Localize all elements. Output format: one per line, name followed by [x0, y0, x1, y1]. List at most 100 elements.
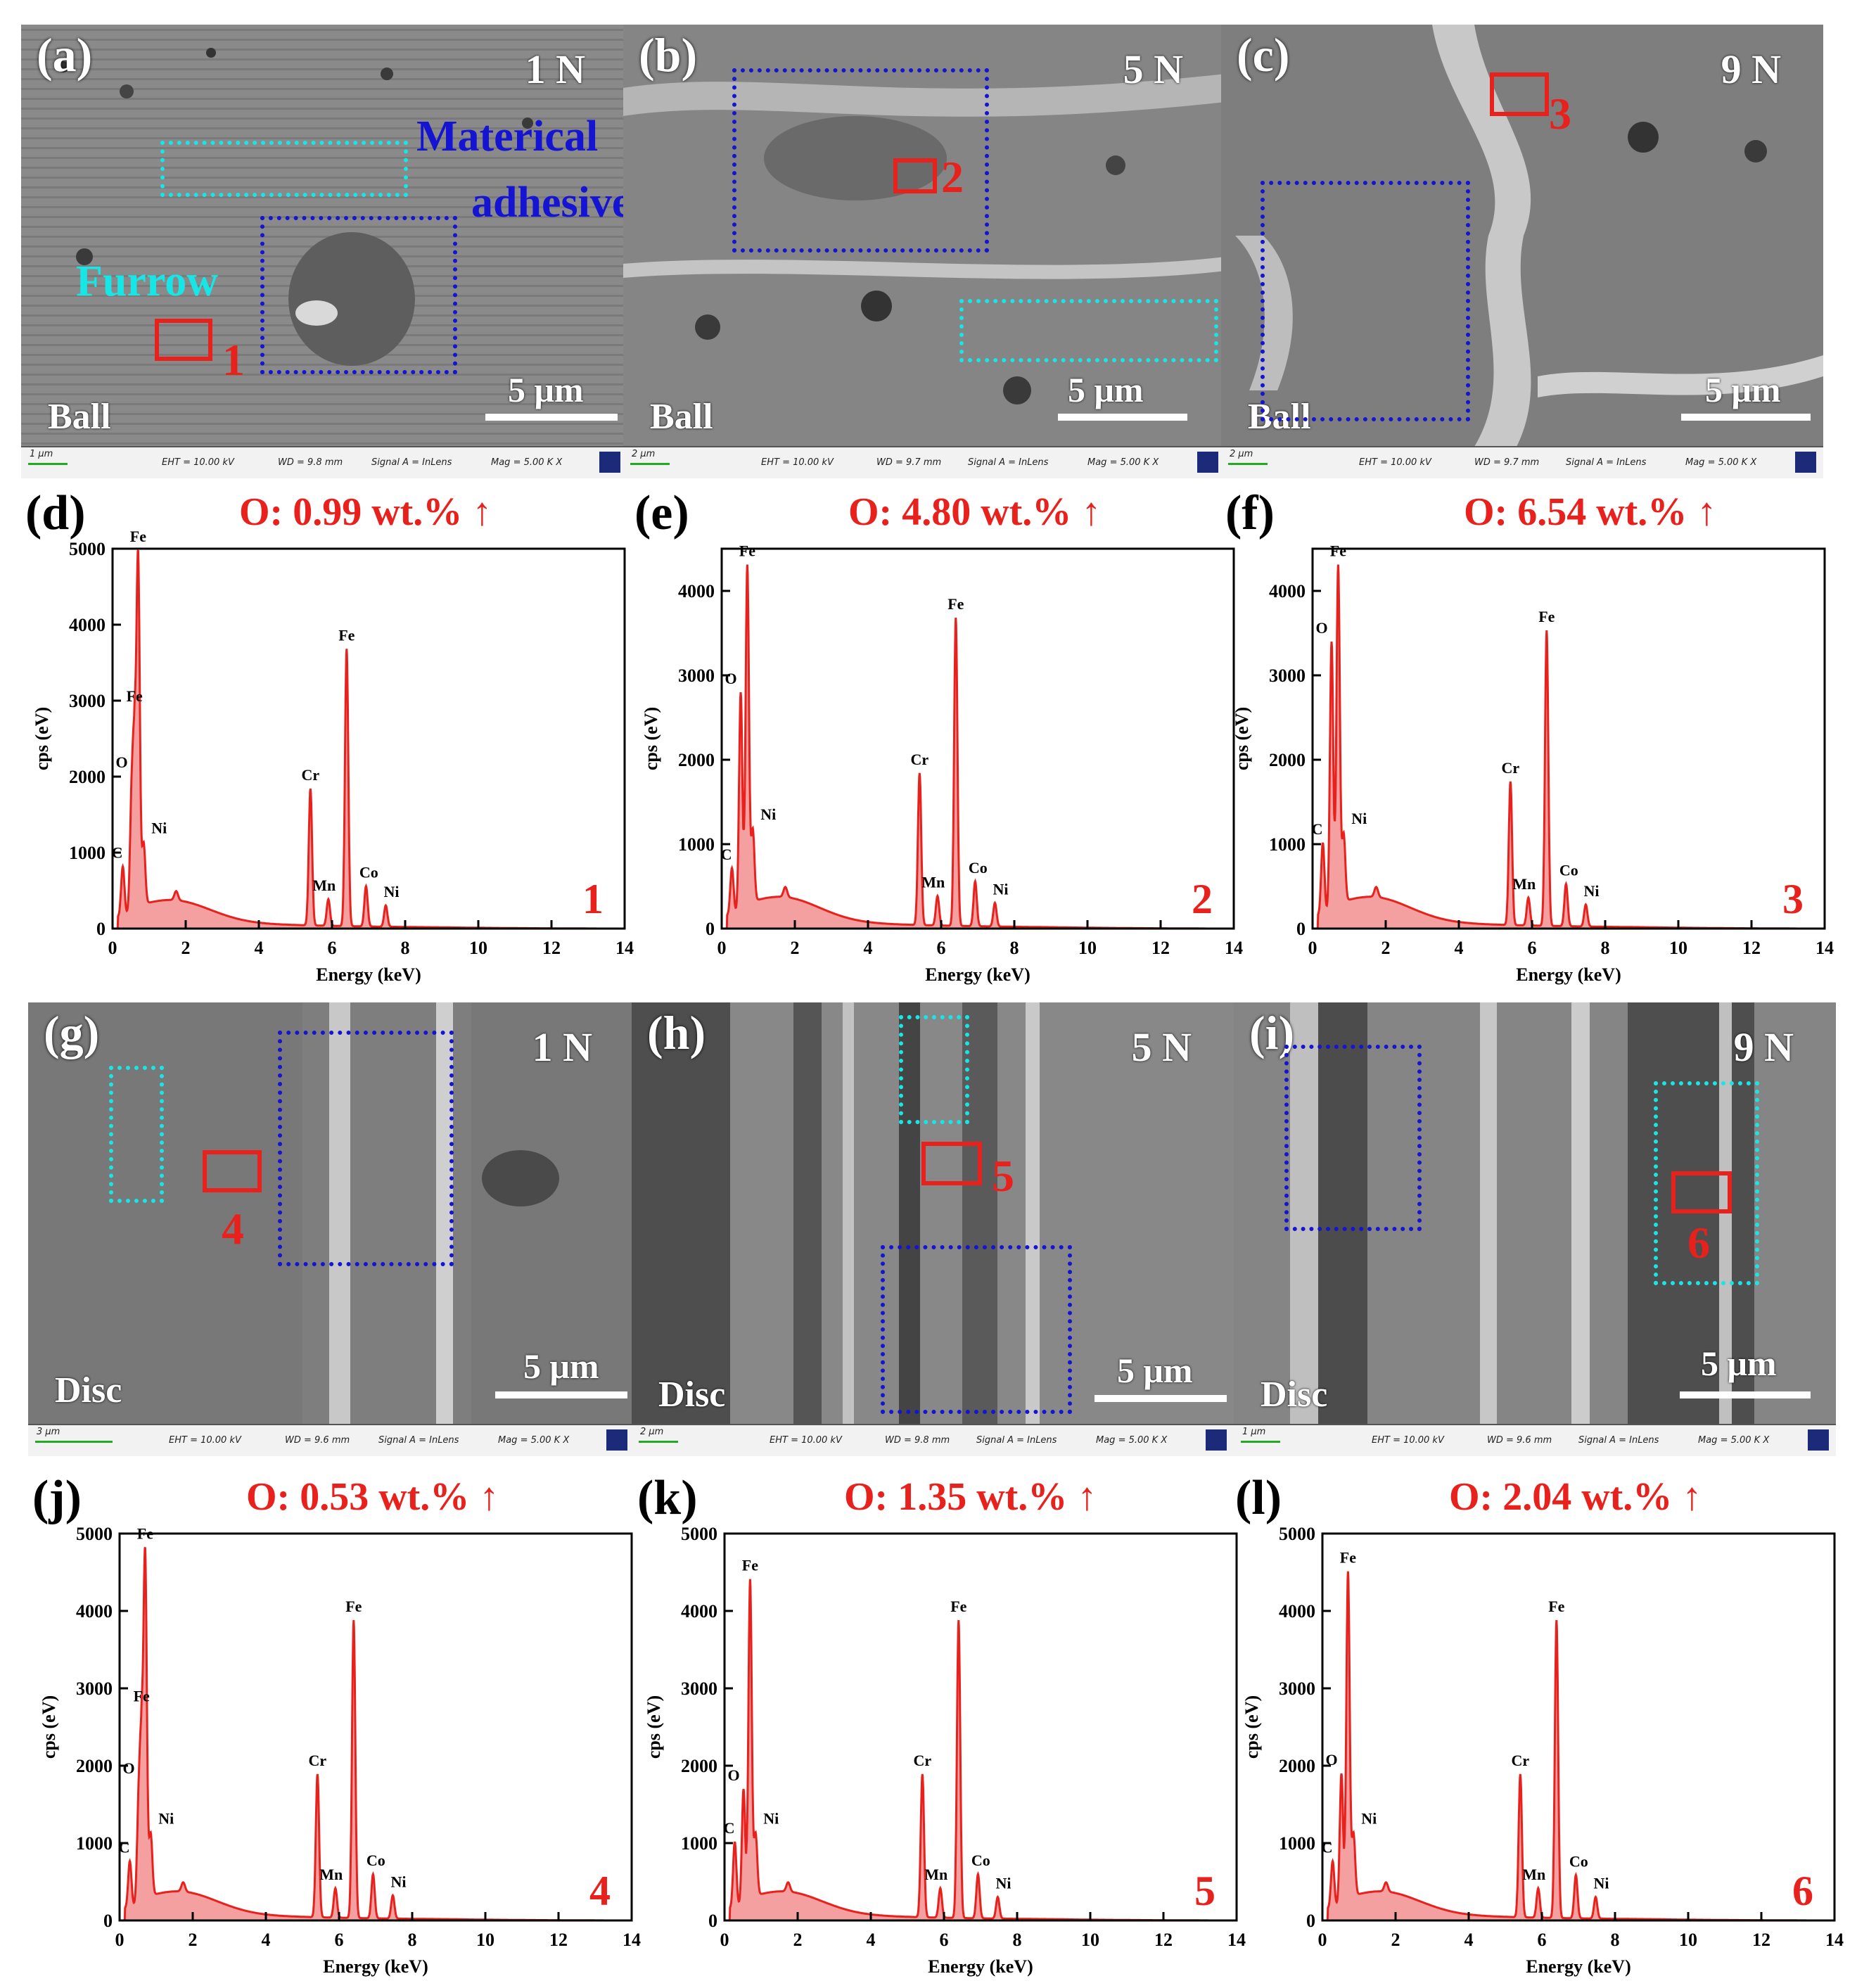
specimen-label: Ball — [1248, 397, 1311, 437]
eht-text: EHT = 10.00 kV — [169, 1435, 241, 1446]
x-tick-label: 8 — [1601, 938, 1610, 958]
x-tick-label: 6 — [940, 1930, 949, 1950]
sem-info-bar: 2 μm EHT = 10.00 kV WD = 9.8 mm Signal A… — [632, 1424, 1234, 1456]
peak-label-ni: Ni — [158, 1809, 174, 1827]
peak-label-c: C — [1312, 820, 1323, 838]
spectrum-area — [727, 1579, 1208, 1922]
point-box-3 — [1490, 72, 1549, 116]
y-tick-label: 4000 — [1269, 581, 1306, 601]
panel-label: (l) — [1235, 1471, 1282, 1525]
y-tick-label: 4000 — [76, 1601, 113, 1621]
mini-scale-text: 3 μm — [37, 1427, 60, 1437]
x-tick-label: 2 — [189, 1930, 198, 1950]
peak-label-mn: Mn — [924, 1866, 947, 1883]
x-tick-label: 14 — [615, 938, 634, 958]
y-tick-label: 1000 — [1269, 834, 1306, 855]
signal-text: Signal A = InLens — [1566, 457, 1647, 468]
furrow-label: Furrow — [76, 257, 219, 305]
signal-text: Signal A = InLens — [378, 1435, 459, 1446]
sem-image-ball-5n — [623, 25, 1225, 447]
eht-text: EHT = 10.00 kV — [1372, 1435, 1444, 1446]
spectrum-area — [1315, 564, 1797, 930]
panel-label: (c) — [1237, 28, 1290, 82]
zeiss-logo-icon — [1197, 452, 1218, 473]
point-box-4 — [203, 1150, 262, 1192]
x-tick-label: 6 — [1538, 1930, 1547, 1950]
panel-label: (b) — [639, 28, 698, 82]
y-tick-label: 0 — [103, 1911, 113, 1931]
peak-label-ni: Ni — [760, 805, 776, 823]
x-tick-label: 14 — [1227, 1930, 1246, 1950]
point-label-5: 5 — [992, 1151, 1014, 1201]
sem-panel-a: (a) 1 N Ball 5 μm 1 μm EHT = 10.00 kV WD… — [21, 25, 627, 478]
wd-text: WD = 9.6 mm — [1487, 1435, 1552, 1446]
y-tick-label: 4000 — [69, 615, 106, 635]
peak-label-ni: Ni — [993, 880, 1008, 898]
sem-image-ball-9n — [1221, 25, 1823, 447]
wd-text: WD = 9.8 mm — [278, 457, 343, 468]
peak-label-ni: Ni — [995, 1874, 1011, 1892]
peak-label-fe: Fe — [950, 1598, 966, 1615]
y-axis-label: cps (eV) — [32, 707, 52, 770]
x-tick-label: 0 — [720, 1930, 729, 1950]
peak-label-o: O — [725, 670, 736, 687]
peak-label-fe: Fe — [1340, 1549, 1356, 1567]
peak-label-mn: Mn — [1512, 875, 1536, 893]
plot-frame — [723, 1532, 1238, 1922]
y-tick-label: 2000 — [1269, 750, 1306, 770]
eht-text: EHT = 10.00 kV — [162, 457, 234, 468]
load-label: 1 N — [532, 1024, 592, 1070]
wd-text: WD = 9.7 mm — [876, 457, 942, 468]
point-number: 3 — [1782, 876, 1804, 922]
x-tick-label: 4 — [1464, 1930, 1474, 1950]
eds-spectrum-chart: 0 2 4 6 8 10 12 14 0 1000 2000 3000 4000 5000 Energy (… — [1242, 1524, 1844, 1977]
x-tick-label: 4 — [255, 938, 264, 958]
scale-bar — [495, 1391, 627, 1398]
furrow-box — [959, 299, 1218, 362]
x-tick-label: 14 — [1815, 938, 1834, 958]
oxygen-content-title: O: 0.53 wt.% ↑ — [246, 1475, 499, 1519]
x-tick-label: 12 — [1742, 938, 1761, 958]
peak-label-fe: Fe — [127, 687, 143, 705]
adhesive-box — [278, 1031, 454, 1266]
point-label-4: 4 — [222, 1204, 244, 1254]
load-label: 5 N — [1131, 1024, 1192, 1070]
mini-scale-text: 1 μm — [30, 449, 53, 459]
x-tick-label: 12 — [549, 1930, 568, 1950]
sem-image-disc-9n — [1234, 1002, 1836, 1425]
point-number: 2 — [1192, 876, 1213, 922]
scale-bar — [1058, 414, 1187, 421]
peak-label-fe: Fe — [130, 528, 146, 545]
y-tick-label: 0 — [1296, 919, 1306, 939]
scale-text: 5 μm — [508, 370, 584, 409]
point-number: 6 — [1792, 1868, 1813, 1914]
panel-label: (d) — [25, 486, 86, 540]
scale-bar — [485, 414, 618, 421]
mini-scale-text: 2 μm — [1230, 449, 1253, 459]
adhesive-box — [1284, 1045, 1422, 1231]
plot-frame — [118, 1532, 633, 1922]
x-axis-label: Energy (keV) — [1526, 1956, 1631, 1977]
eds-spectrum-chart: 0 2 4 6 8 10 12 14 0 1000 2000 3000 4000 5000 Energy (… — [39, 1524, 641, 1977]
eht-text: EHT = 10.00 kV — [1359, 457, 1431, 468]
peak-label-c: C — [112, 844, 123, 862]
eds-spectrum-chart: 0 2 4 6 8 10 12 14 0 1000 2000 3000 4000 Energy (keV)… — [641, 542, 1243, 985]
scale-bar — [1095, 1395, 1227, 1402]
point-box-2 — [893, 158, 937, 193]
x-tick-label: 12 — [1151, 938, 1170, 958]
peak-label-c: C — [721, 846, 732, 863]
oxygen-content-title: O: 1.35 wt.% ↑ — [844, 1475, 1097, 1519]
eds-panel-f: (f) O: 6.54 wt.% ↑ 0 2 4 6 8 10 12 14 0 1000 2000 3… — [1221, 485, 1834, 992]
load-label: 9 N — [1721, 46, 1781, 92]
point-number: 1 — [582, 876, 604, 922]
sem-image-ball-1n — [21, 25, 627, 447]
x-tick-label: 8 — [1611, 1930, 1620, 1950]
adhesive-box — [881, 1245, 1072, 1414]
x-tick-label: 6 — [1528, 938, 1537, 958]
spectrum-area — [122, 1547, 604, 1922]
scale-text: 5 μm — [1701, 1344, 1777, 1383]
peak-label-fe: Fe — [742, 1557, 758, 1574]
y-tick-label: 2000 — [1279, 1756, 1315, 1776]
y-tick-label: 3000 — [678, 665, 715, 686]
mag-text: Mag = 5.00 K X — [1685, 457, 1757, 468]
